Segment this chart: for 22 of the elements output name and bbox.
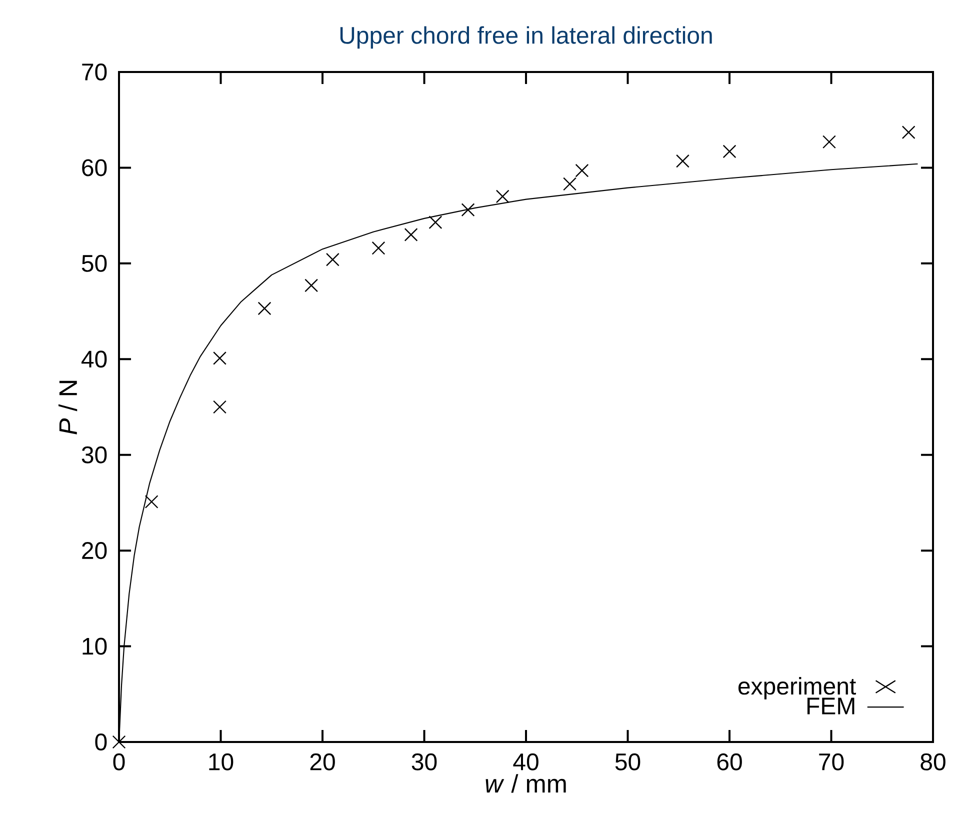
y-axis-title: P / N — [58, 380, 78, 434]
x-axis-title: w / mm — [486, 774, 566, 793]
x-tick-label: 50 — [615, 753, 640, 770]
x-tick-label: 40 — [513, 753, 538, 770]
x-tick-label: 60 — [717, 753, 742, 770]
y-tick-label: 70 — [82, 63, 107, 80]
y-tick-label: 60 — [82, 159, 107, 176]
x-tick-label: 20 — [310, 753, 335, 770]
y-tick-label: 30 — [82, 446, 107, 464]
y-tick-label: 0 — [95, 733, 107, 750]
x-tick-label: 30 — [412, 753, 437, 770]
legend-label: FEM — [807, 698, 854, 714]
x-tick-label: 0 — [113, 753, 125, 770]
y-tick-label: 40 — [81, 350, 107, 368]
x-tick-label: 70 — [819, 753, 844, 770]
y-tick-label: 20 — [82, 542, 107, 560]
y-tick-label: 50 — [82, 254, 107, 272]
x-tick-label: 10 — [209, 753, 234, 770]
legend-label: experiment — [738, 677, 856, 700]
y-tick-label: 10 — [82, 638, 107, 655]
x-tick-label: 80 — [920, 753, 946, 770]
chart-title: Upper chord free in lateral direction — [340, 26, 712, 49]
